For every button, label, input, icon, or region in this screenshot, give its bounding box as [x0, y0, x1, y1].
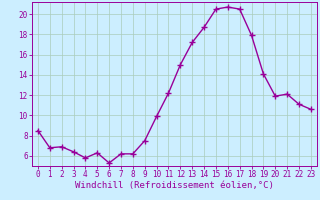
X-axis label: Windchill (Refroidissement éolien,°C): Windchill (Refroidissement éolien,°C)	[75, 181, 274, 190]
